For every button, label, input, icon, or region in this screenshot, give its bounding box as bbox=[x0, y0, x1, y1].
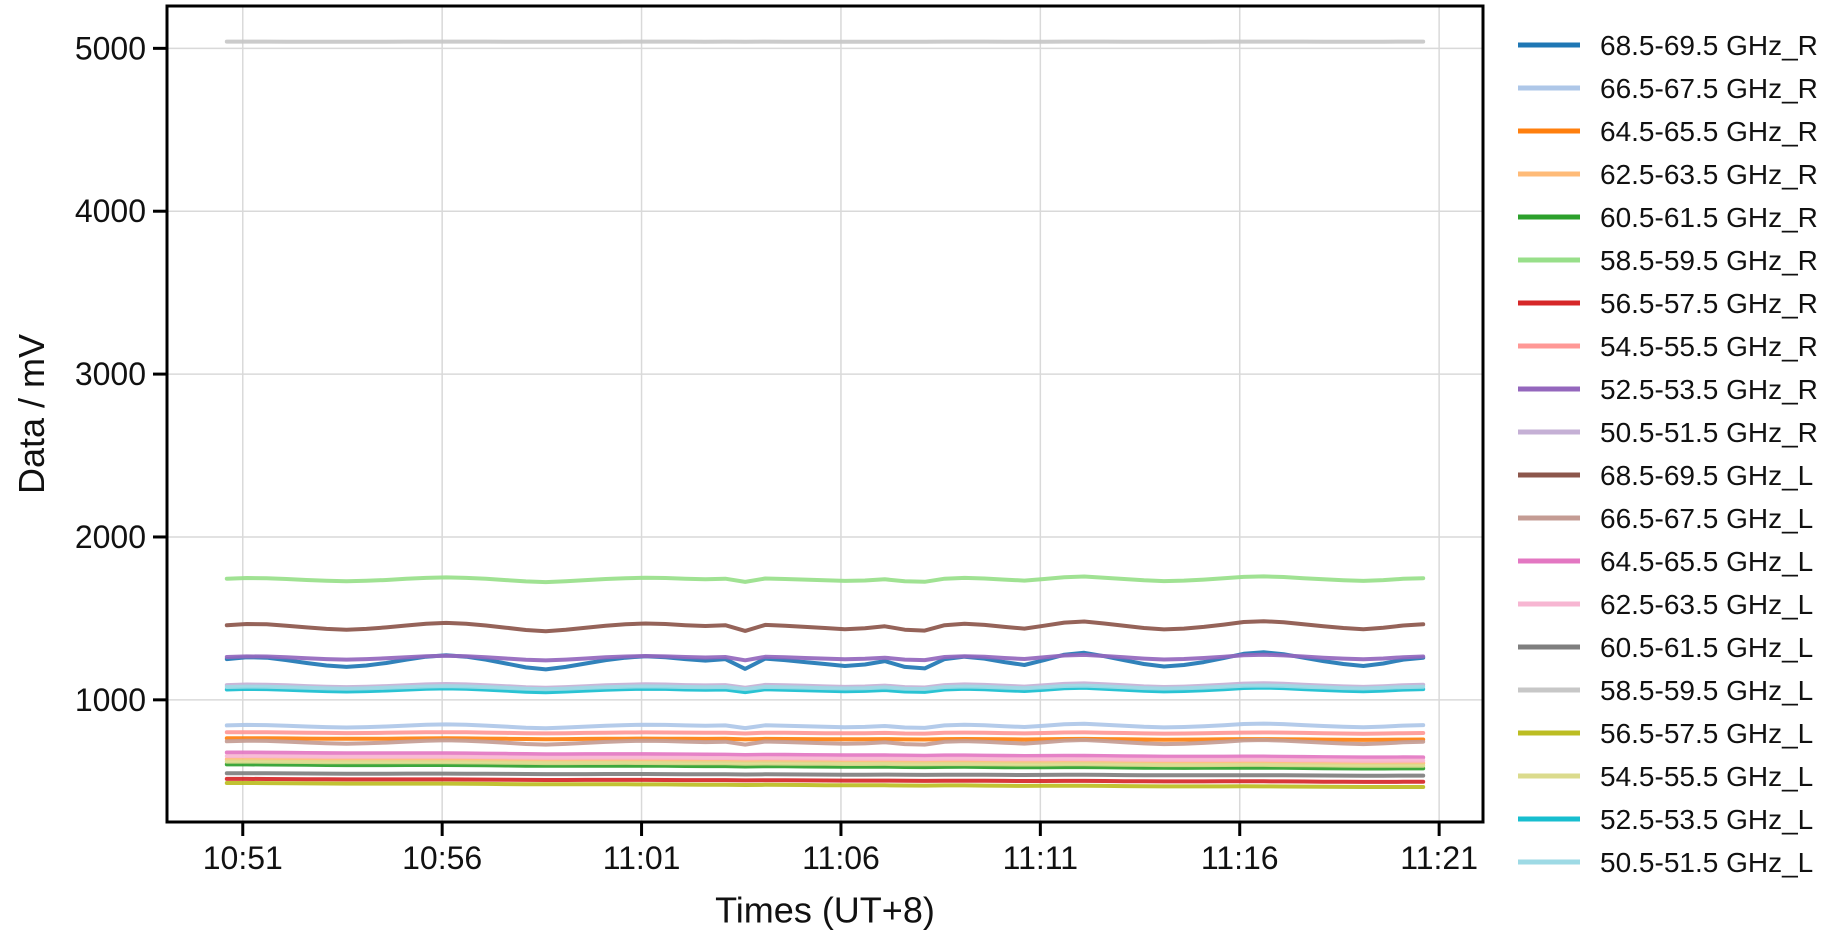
series-line-58-5-59-5-ghz-r bbox=[224, 574, 1426, 585]
x-tick-label: 11:16 bbox=[1201, 840, 1279, 876]
series-line-52-5-53-5-ghz-r bbox=[224, 652, 1426, 663]
series-layer bbox=[224, 39, 1426, 789]
legend-label-62-5-63-5-ghz-r: 62.5-63.5 GHz_R bbox=[1600, 159, 1818, 190]
legend-label-54-5-55-5-ghz-r: 54.5-55.5 GHz_R bbox=[1600, 331, 1818, 362]
legend-item-56-5-57-5-ghz-l: 56.5-57.5 GHz_L bbox=[1518, 718, 1813, 749]
series-line-60-5-61-5-ghz-l bbox=[224, 771, 1426, 778]
legend-label-50-5-51-5-ghz-l: 50.5-51.5 GHz_L bbox=[1600, 847, 1813, 878]
x-tick-label: 11:11 bbox=[1003, 840, 1078, 876]
legend-item-50-5-51-5-ghz-l: 50.5-51.5 GHz_L bbox=[1518, 847, 1813, 878]
series-line-62-5-63-5-ghz-l bbox=[224, 754, 1426, 763]
y-axis-label: Data / mV bbox=[11, 334, 52, 494]
legend-item-52-5-53-5-ghz-l: 52.5-53.5 GHz_L bbox=[1518, 804, 1813, 835]
x-tick-label: 11:06 bbox=[802, 840, 880, 876]
series-line-66-5-67-5-ghz-l bbox=[224, 738, 1426, 747]
y-tick-label: 5000 bbox=[75, 30, 146, 66]
legend-item-64-5-65-5-ghz-l: 64.5-65.5 GHz_L bbox=[1518, 546, 1813, 577]
legend-item-64-5-65-5-ghz-r: 64.5-65.5 GHz_R bbox=[1518, 116, 1818, 147]
x-tick-label: 11:01 bbox=[603, 840, 681, 876]
legend: 68.5-69.5 GHz_R 66.5-67.5 GHz_R 64.5-65.5 … bbox=[1518, 30, 1818, 878]
legend-item-66-5-67-5-ghz-l: 66.5-67.5 GHz_L bbox=[1518, 503, 1813, 534]
x-axis-label: Times (UT+8) bbox=[715, 889, 935, 930]
legend-label-56-5-57-5-ghz-l: 56.5-57.5 GHz_L bbox=[1600, 718, 1813, 749]
legend-label-64-5-65-5-ghz-l: 64.5-65.5 GHz_L bbox=[1600, 546, 1813, 577]
series-line-64-5-65-5-ghz-l bbox=[224, 750, 1426, 760]
legend-label-58-5-59-5-ghz-l: 58.5-59.5 GHz_L bbox=[1600, 675, 1813, 706]
series-line-62-5-63-5-ghz-r bbox=[224, 757, 1426, 766]
series-line-54-5-55-5-ghz-l bbox=[224, 759, 1426, 768]
legend-item-66-5-67-5-ghz-r: 66.5-67.5 GHz_R bbox=[1518, 73, 1818, 104]
legend-label-52-5-53-5-ghz-l: 52.5-53.5 GHz_L bbox=[1600, 804, 1813, 835]
legend-item-54-5-55-5-ghz-l: 54.5-55.5 GHz_L bbox=[1518, 761, 1813, 792]
legend-label-66-5-67-5-ghz-l: 66.5-67.5 GHz_L bbox=[1600, 503, 1813, 534]
legend-label-62-5-63-5-ghz-l: 62.5-63.5 GHz_L bbox=[1600, 589, 1813, 620]
series-line-56-5-57-5-ghz-l bbox=[224, 781, 1426, 789]
legend-item-68-5-69-5-ghz-r: 68.5-69.5 GHz_R bbox=[1518, 30, 1818, 61]
legend-label-60-5-61-5-ghz-r: 60.5-61.5 GHz_R bbox=[1600, 202, 1818, 233]
legend-item-68-5-69-5-ghz-l: 68.5-69.5 GHz_L bbox=[1518, 460, 1813, 491]
y-tick-label: 2000 bbox=[75, 519, 146, 555]
series-line-60-5-61-5-ghz-r bbox=[224, 762, 1426, 771]
x-tick-label: 11:21 bbox=[1400, 840, 1478, 876]
legend-label-56-5-57-5-ghz-r: 56.5-57.5 GHz_R bbox=[1600, 288, 1818, 319]
legend-item-58-5-59-5-ghz-r: 58.5-59.5 GHz_R bbox=[1518, 245, 1818, 276]
series-line-50-5-51-5-ghz-l bbox=[224, 683, 1426, 692]
series-line-64-5-65-5-ghz-r bbox=[224, 736, 1426, 742]
legend-label-68-5-69-5-ghz-l: 68.5-69.5 GHz_L bbox=[1600, 460, 1813, 491]
legend-label-52-5-53-5-ghz-r: 52.5-53.5 GHz_R bbox=[1600, 374, 1818, 405]
legend-label-66-5-67-5-ghz-r: 66.5-67.5 GHz_R bbox=[1600, 73, 1818, 104]
legend-label-68-5-69-5-ghz-r: 68.5-69.5 GHz_R bbox=[1600, 30, 1818, 61]
legend-item-60-5-61-5-ghz-l: 60.5-61.5 GHz_L bbox=[1518, 632, 1813, 663]
legend-item-58-5-59-5-ghz-l: 58.5-59.5 GHz_L bbox=[1518, 675, 1813, 706]
legend-label-60-5-61-5-ghz-l: 60.5-61.5 GHz_L bbox=[1600, 632, 1813, 663]
legend-label-58-5-59-5-ghz-r: 58.5-59.5 GHz_R bbox=[1600, 245, 1818, 276]
series-line-68-5-69-5-ghz-l bbox=[224, 619, 1426, 634]
y-tick-label: 4000 bbox=[75, 193, 146, 229]
series-line-56-5-57-5-ghz-r bbox=[224, 776, 1426, 784]
legend-item-62-5-63-5-ghz-l: 62.5-63.5 GHz_L bbox=[1518, 589, 1813, 620]
y-tick-label: 3000 bbox=[75, 356, 146, 392]
legend-item-50-5-51-5-ghz-r: 50.5-51.5 GHz_R bbox=[1518, 417, 1818, 448]
legend-label-50-5-51-5-ghz-r: 50.5-51.5 GHz_R bbox=[1600, 417, 1818, 448]
plot-border-rect bbox=[165, 4, 1485, 824]
grid-layer bbox=[167, 6, 1483, 822]
x-tick-label: 10:56 bbox=[402, 840, 482, 876]
plot-border bbox=[165, 4, 1485, 824]
legend-label-54-5-55-5-ghz-l: 54.5-55.5 GHz_L bbox=[1600, 761, 1813, 792]
legend-item-54-5-55-5-ghz-r: 54.5-55.5 GHz_R bbox=[1518, 331, 1818, 362]
legend-item-60-5-61-5-ghz-r: 60.5-61.5 GHz_R bbox=[1518, 202, 1818, 233]
series-line-66-5-67-5-ghz-r bbox=[224, 721, 1426, 731]
legend-item-56-5-57-5-ghz-r: 56.5-57.5 GHz_R bbox=[1518, 288, 1818, 319]
series-line-52-5-53-5-ghz-l bbox=[224, 685, 1426, 695]
legend-item-52-5-53-5-ghz-r: 52.5-53.5 GHz_R bbox=[1518, 374, 1818, 405]
tick-layer: 10:51 10:56 11:01 11:06 11:11 11:16 11:21 1000 2… bbox=[75, 30, 1478, 876]
series-line-54-5-55-5-ghz-r bbox=[224, 730, 1426, 736]
legend-item-62-5-63-5-ghz-r: 62.5-63.5 GHz_R bbox=[1518, 159, 1818, 190]
x-tick-label: 10:51 bbox=[203, 840, 283, 876]
legend-label-64-5-65-5-ghz-r: 64.5-65.5 GHz_R bbox=[1600, 116, 1818, 147]
y-tick-label: 1000 bbox=[75, 682, 146, 718]
